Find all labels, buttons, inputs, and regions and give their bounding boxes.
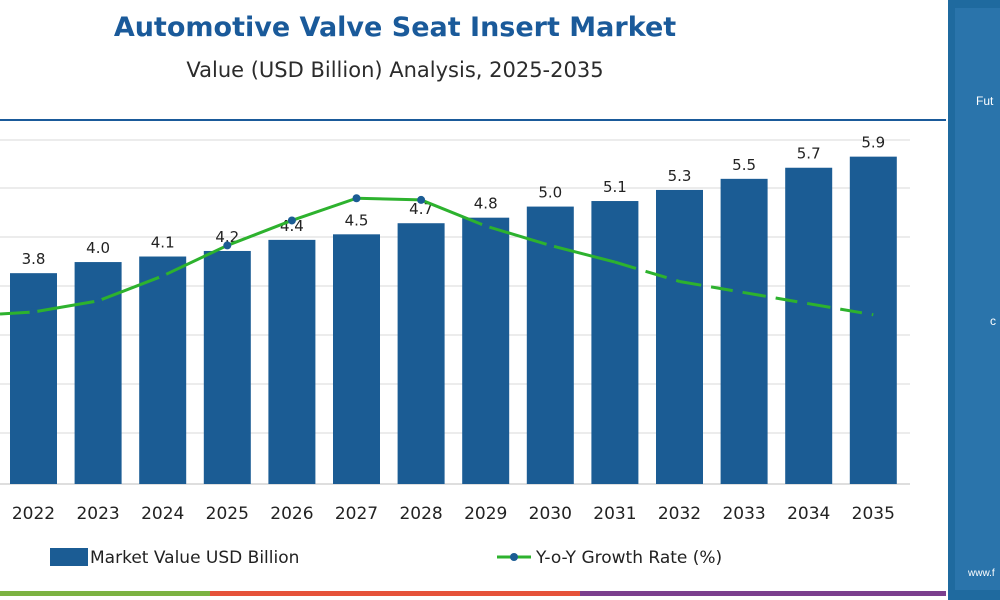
bar <box>462 217 510 484</box>
x-tick-label: 2027 <box>335 504 378 524</box>
legend: Market Value USD Billion Y-o-Y Growth Rat… <box>50 548 722 568</box>
growth-line-segment <box>33 299 99 314</box>
growth-line-segment <box>291 196 357 222</box>
bar-value-label: 4.2 <box>215 228 239 246</box>
bar <box>397 223 445 484</box>
x-tick-label: 2023 <box>76 504 119 524</box>
footer-segment <box>580 591 946 596</box>
growth-point <box>417 195 426 204</box>
legend-line-marker <box>510 553 518 561</box>
bar-value-label: 4.0 <box>86 239 110 257</box>
growth-point <box>29 308 38 316</box>
brand-logo-text: Fut <box>976 94 994 108</box>
growth-line-segment <box>549 243 616 264</box>
x-tick-label: 2034 <box>787 504 830 524</box>
bar <box>203 250 251 484</box>
bar-value-label: 5.9 <box>861 134 885 152</box>
x-tick-label: 2022 <box>12 504 55 524</box>
bar <box>656 189 703 484</box>
bar-value-label: 5.3 <box>668 167 692 185</box>
bar-value-label: 4.8 <box>474 195 498 213</box>
growth-point <box>223 241 232 250</box>
growth-line-segment <box>679 280 745 295</box>
legend-bar-swatch <box>50 548 88 566</box>
bar <box>849 156 897 485</box>
growth-point <box>481 222 490 230</box>
x-axis-ticks: 2022 2023 2024 2025 2026 2027 2028 2029 2030 2031… <box>12 504 895 524</box>
growth-line-segment <box>97 274 164 303</box>
growth-line-segment <box>226 219 293 247</box>
bar-value-label: 4.5 <box>345 211 369 229</box>
growth-line-segment <box>614 260 680 283</box>
bar-labels: 3.84.0 4.1 4.24.4 4.54.7 4.85.0 5.15.35.55.75… <box>22 134 886 269</box>
bar-value-label: 4.1 <box>151 234 175 252</box>
growth-point <box>352 194 361 203</box>
x-tick-label: 2029 <box>464 504 507 524</box>
growth-point <box>287 216 296 225</box>
growth-line-segment <box>356 196 422 202</box>
bar <box>10 273 57 484</box>
growth-line-series <box>0 194 874 317</box>
bar-value-label: 5.5 <box>732 156 756 174</box>
bar <box>720 178 768 484</box>
growth-point <box>94 296 103 305</box>
bar-value-label: 5.1 <box>603 178 627 196</box>
brand-url: www.f <box>968 568 995 579</box>
legend-bar-label: Market Value USD Billion <box>90 548 299 568</box>
bar-value-label: 3.8 <box>22 250 46 268</box>
bar <box>526 206 574 485</box>
x-tick-label: 2031 <box>593 504 636 524</box>
footer-segment <box>210 591 580 596</box>
growth-line-segment <box>162 244 228 278</box>
growth-line-segment <box>743 291 809 306</box>
bar-series <box>10 156 897 485</box>
bar <box>591 201 639 484</box>
footer-segment <box>0 591 210 596</box>
x-tick-label: 2032 <box>658 504 701 524</box>
legend-line-label: Y-o-Y Growth Rate (%) <box>535 548 722 568</box>
x-tick-label: 2033 <box>722 504 765 524</box>
brand-card <box>955 8 1000 590</box>
growth-point <box>158 271 167 280</box>
footer-bar <box>0 591 946 596</box>
chart-grid <box>0 139 910 485</box>
bar <box>268 239 316 484</box>
bar-value-label: 5.0 <box>538 184 562 202</box>
growth-point <box>546 241 555 250</box>
x-tick-label: 2026 <box>270 504 313 524</box>
bar <box>139 256 187 484</box>
x-tick-label: 2025 <box>206 504 249 524</box>
growth-line-segment <box>808 302 874 317</box>
brand-side-text: c <box>990 314 996 328</box>
bar <box>333 234 380 484</box>
x-tick-label: 2030 <box>529 504 572 524</box>
growth-line-segment <box>420 198 487 228</box>
bar-value-label: 5.7 <box>797 145 821 163</box>
growth-line-segment <box>0 310 34 316</box>
x-tick-label: 2024 <box>141 504 184 524</box>
chart-title: Automotive Valve Seat Insert Market <box>113 12 677 43</box>
x-tick-label: 2035 <box>852 504 895 524</box>
bar <box>785 167 833 484</box>
chart-subtitle: Value (USD Billion) Analysis, 2025-2035 <box>186 58 604 82</box>
growth-line-segment <box>485 224 551 247</box>
x-tick-label: 2028 <box>399 504 442 524</box>
bar-value-label: 4.7 <box>409 200 433 218</box>
